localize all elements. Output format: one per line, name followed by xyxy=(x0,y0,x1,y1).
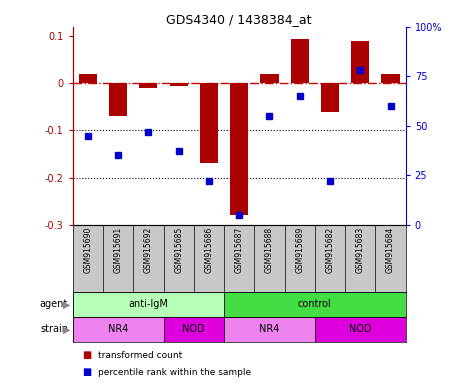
Text: GSM915692: GSM915692 xyxy=(144,227,153,273)
Bar xyxy=(170,83,188,86)
Bar xyxy=(351,41,370,83)
Text: strain: strain xyxy=(40,324,68,334)
Bar xyxy=(230,83,248,215)
Bar xyxy=(321,83,339,112)
Text: GSM915689: GSM915689 xyxy=(295,227,304,273)
Text: ▶: ▶ xyxy=(63,324,70,334)
Text: ■: ■ xyxy=(82,367,91,377)
Bar xyxy=(291,39,309,83)
Bar xyxy=(224,292,406,317)
Bar xyxy=(109,83,127,116)
Text: GSM915691: GSM915691 xyxy=(113,227,122,273)
Text: NR4: NR4 xyxy=(108,324,129,334)
Title: GDS4340 / 1438384_at: GDS4340 / 1438384_at xyxy=(166,13,312,26)
Text: NR4: NR4 xyxy=(259,324,280,334)
Text: NOD: NOD xyxy=(182,324,205,334)
Text: control: control xyxy=(298,299,332,310)
Bar xyxy=(139,83,158,88)
Text: GSM915682: GSM915682 xyxy=(325,227,334,273)
Text: percentile rank within the sample: percentile rank within the sample xyxy=(98,368,251,377)
Text: GSM915688: GSM915688 xyxy=(265,227,274,273)
Bar xyxy=(381,74,400,83)
Bar xyxy=(73,292,224,317)
Text: NOD: NOD xyxy=(349,324,371,334)
Bar xyxy=(315,317,406,342)
Text: transformed count: transformed count xyxy=(98,351,183,360)
Text: GSM915686: GSM915686 xyxy=(204,227,213,273)
Bar xyxy=(224,317,315,342)
Text: agent: agent xyxy=(40,299,68,310)
Bar xyxy=(73,317,164,342)
Text: GSM915683: GSM915683 xyxy=(356,227,365,273)
Text: ▶: ▶ xyxy=(63,299,70,310)
Bar xyxy=(164,317,224,342)
Text: GSM915685: GSM915685 xyxy=(174,227,183,273)
Bar xyxy=(200,83,218,164)
Text: GSM915687: GSM915687 xyxy=(234,227,244,273)
Bar xyxy=(260,74,279,83)
Text: GSM915684: GSM915684 xyxy=(386,227,395,273)
Text: GSM915690: GSM915690 xyxy=(83,227,92,273)
Text: ■: ■ xyxy=(82,350,91,360)
Bar xyxy=(79,74,97,83)
Text: anti-IgM: anti-IgM xyxy=(129,299,168,310)
